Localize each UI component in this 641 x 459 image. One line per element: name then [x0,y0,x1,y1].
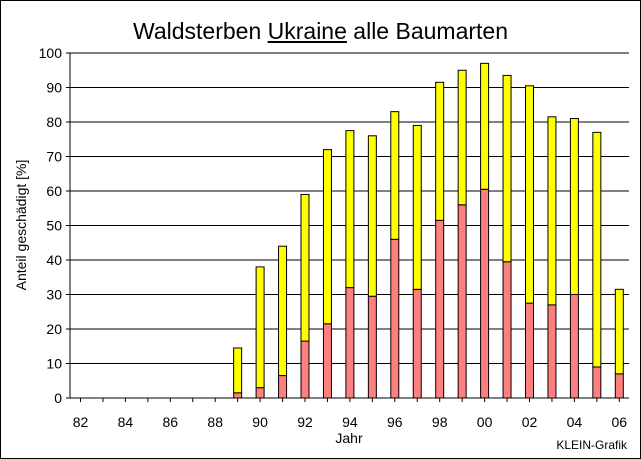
x-tick-label: 04 [567,414,583,430]
bar-lower-92 [300,340,310,399]
bar-lower-98 [435,219,445,399]
bar-lower-05 [592,366,602,399]
bar-upper-95 [367,135,377,297]
bar-upper-99 [457,69,467,206]
y-tick-label: 90 [46,80,62,96]
bar-lower-03 [547,304,557,399]
bar-upper-98 [435,81,445,221]
bar-lower-91 [278,375,288,399]
y-tick-label: 60 [46,183,62,199]
y-tick-label: 50 [46,218,62,234]
x-tick-label: 88 [207,414,223,430]
bar-lower-01 [502,261,512,399]
bar-upper-02 [524,85,534,304]
x-tick-label: 82 [73,414,89,430]
y-tick-label: 20 [46,321,62,337]
bar-lower-94 [345,287,355,399]
bar-lower-06 [614,373,624,399]
title-part-country: Ukraine [267,18,347,44]
bar-upper-04 [569,118,579,295]
axes [66,52,629,402]
bar-lower-04 [569,294,579,399]
title-part-1: Waldsterben [132,18,268,44]
bar-lower-89 [233,392,243,399]
x-tick-label: 90 [252,414,268,430]
bar-upper-93 [322,149,332,325]
bar-upper-90 [255,266,265,389]
bar-upper-97 [412,124,422,290]
credit-text: KLEIN-Grafik [556,438,627,452]
bar-upper-89 [233,347,243,394]
x-tick-label: 02 [522,414,538,430]
y-tick-label: 100 [39,45,63,61]
bar-lower-97 [412,288,422,399]
x-axis-label: Jahr [335,430,363,446]
bars [233,62,624,399]
x-tick-label: 84 [118,414,134,430]
bar-upper-91 [278,245,288,377]
x-tick-label: 92 [297,414,313,430]
y-tick-label: 0 [54,390,62,406]
bar-upper-01 [502,74,512,263]
y-tick-label: 80 [46,114,62,130]
bar-lower-96 [390,238,400,399]
y-tick-label: 30 [46,287,62,303]
bar-lower-00 [480,188,490,399]
y-tick-label: 40 [46,252,62,268]
bar-upper-03 [547,116,557,306]
x-tick-label: 00 [477,414,493,430]
x-tick-label: 06 [612,414,628,430]
y-tick-label: 70 [46,149,62,165]
bar-upper-92 [300,193,310,342]
x-tick-labels: 82 84 86 88 90 92 94 96 98 00 02 04 06 [73,414,628,430]
x-tick-label: 98 [432,414,448,430]
bar-upper-94 [345,130,355,289]
x-tick-label: 86 [163,414,179,430]
bar-upper-96 [390,111,400,240]
y-axis-label: Anteil geschädigt [%] [13,160,29,291]
title-part-3: alle Baumarten [346,18,508,44]
chart-title: Waldsterben Ukraine alle Baumarten [0,18,641,45]
y-tick-label: 10 [46,356,62,372]
bar-lower-99 [457,204,467,399]
bar-lower-95 [367,295,377,399]
y-tick-labels: 0 10 20 30 40 50 60 70 80 90 100 [39,45,63,406]
bar-lower-93 [322,323,332,399]
x-tick-label: 94 [342,414,358,430]
bar-lower-02 [524,302,534,399]
bar-upper-05 [592,131,602,368]
x-tick-label: 96 [387,414,403,430]
bar-upper-00 [480,62,490,190]
bar-lower-90 [255,387,265,399]
bar-upper-06 [614,288,624,375]
